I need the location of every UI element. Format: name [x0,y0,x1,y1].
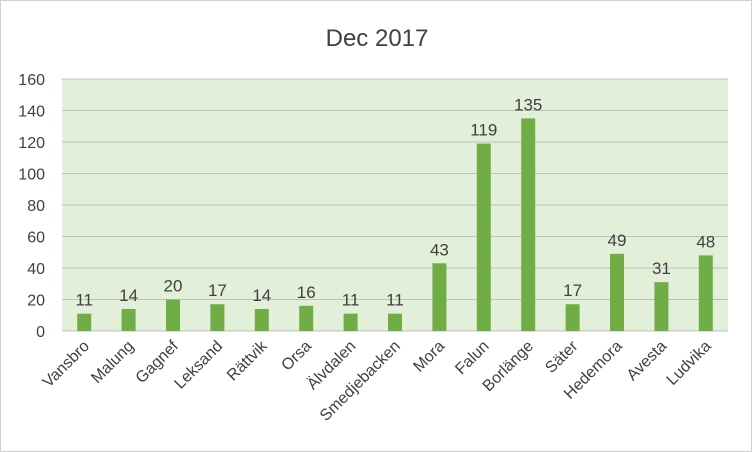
data-label: 11 [75,291,93,310]
y-tick-label: 80 [27,198,45,215]
bar-säter [565,304,580,331]
x-tick-label: Säter [542,337,582,377]
data-label: 17 [208,281,227,300]
data-label: 31 [652,259,671,278]
y-tick-label: 0 [36,324,45,341]
data-label: 20 [164,277,183,296]
data-label: 43 [430,240,449,259]
data-label: 119 [470,121,497,140]
x-tick-label: Mora [410,338,448,376]
x-tick-label: Smedjebacken [317,338,404,425]
x-tick-label: Falun [452,338,492,378]
y-tick-label: 140 [18,104,45,121]
data-label: 48 [696,232,715,251]
x-tick-label: Leksand [171,338,226,393]
bars [77,118,713,331]
x-tick-label: Orsa [278,338,315,375]
x-tick-label: Malung [88,338,137,387]
y-tick-label: 60 [27,230,45,247]
data-label: 14 [252,286,271,305]
bar-mora [432,263,447,331]
data-label: 11 [342,291,360,310]
bar-borlänge [521,118,536,331]
y-tick-label: 100 [18,167,45,184]
data-label: 11 [386,291,404,310]
bar-leksand [210,304,225,331]
data-label: 49 [608,231,627,250]
y-tick-label: 160 [18,72,45,89]
chart-title: Dec 2017 [326,25,429,52]
bar-smedjebacken [388,313,402,331]
bar-malung [121,308,136,331]
data-label: 14 [119,286,138,305]
bar-hedemora [610,253,624,331]
data-label: 135 [514,95,542,114]
x-tick-label: Rättvik [224,337,271,384]
data-labels: 11 14 20 17 14 16 11 11 43 119 135 17 49 31 48 [75,95,715,309]
x-tick-label: Vansbro [40,338,93,391]
bar-vansbro [77,313,92,331]
bar-gagnef [166,299,180,331]
x-tick-label: Ludvika [664,338,715,389]
data-label: 16 [297,283,316,302]
data-label: 17 [563,281,582,300]
y-axis-ticks: 0 20 40 60 80 100 120 140 160 [18,72,45,341]
bar-avesta [654,282,669,331]
bar-älvdalen [343,313,358,331]
bar-falun [476,143,491,331]
y-tick-label: 40 [27,261,45,278]
bar-orsa [299,305,314,331]
bar-ludvika [698,255,713,331]
y-tick-label: 120 [18,135,45,152]
bar-rättvik [254,308,269,331]
y-tick-label: 20 [27,293,45,310]
